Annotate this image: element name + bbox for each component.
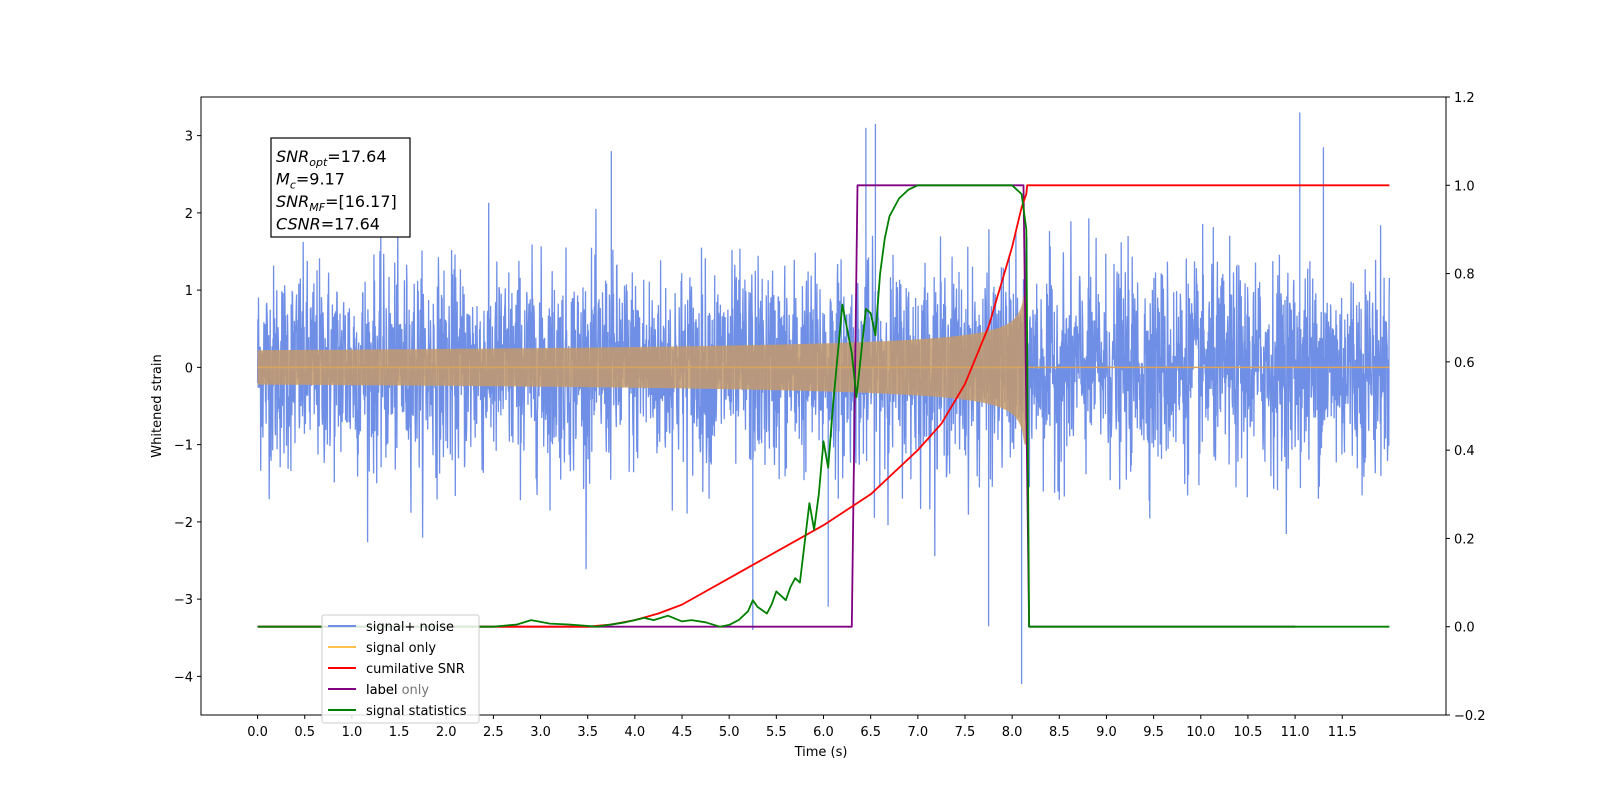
x-tick-label: 10.0 bbox=[1186, 725, 1215, 740]
y2-tick-label: 0.8 bbox=[1454, 268, 1475, 283]
y-tick-label: 1 bbox=[185, 284, 193, 299]
legend-label: signal statistics bbox=[366, 704, 467, 719]
annotation-line: SNRMF=[16.17] bbox=[276, 192, 397, 214]
y2-tick-label: 0.4 bbox=[1454, 444, 1475, 459]
x-tick-label: 9.0 bbox=[1096, 725, 1117, 740]
x-tick-label: 11.5 bbox=[1328, 725, 1357, 740]
signal-statistics-line bbox=[257, 184, 1390, 628]
x-tick-label: 0.5 bbox=[294, 725, 315, 740]
signal-only-series bbox=[257, 290, 1390, 445]
signal-noise-line bbox=[256, 112, 1391, 685]
x-tick-label: 4.5 bbox=[672, 725, 693, 740]
x-tick-label: 11.0 bbox=[1281, 725, 1310, 740]
y-tick-label: 3 bbox=[185, 130, 193, 145]
y2-tick-label: 1.2 bbox=[1454, 91, 1475, 106]
y-axis-right: 1.2 1.0 0.8 0.6 0.4 0.2 0.0 −0.2 bbox=[1446, 91, 1486, 724]
y2-tick-label: 0.2 bbox=[1454, 532, 1475, 547]
y-tick-label: −4 bbox=[174, 670, 193, 685]
y-tick-label: −1 bbox=[174, 439, 193, 454]
x-tick-label: 2.5 bbox=[483, 725, 504, 740]
legend-label: signal only bbox=[366, 641, 436, 656]
stats-annotation: SNRopt=17.64Mc=9.17SNRMF=[16.17]CSNR=17.… bbox=[270, 137, 411, 238]
x-tick-label: 1.5 bbox=[389, 725, 410, 740]
x-axis-label: Time (s) bbox=[794, 745, 848, 760]
annotation-frame bbox=[270, 137, 411, 238]
annotation-line: CSNR=17.64 bbox=[276, 215, 380, 234]
signal-noise-series bbox=[256, 112, 1391, 685]
y2-tick-label: 0.6 bbox=[1454, 356, 1475, 371]
annotation-line: Mc=9.17 bbox=[276, 170, 345, 192]
x-tick-label: 8.0 bbox=[1002, 725, 1023, 740]
y-axis-left: 3 2 1 0 −1 −2 −3 −4 bbox=[174, 130, 201, 685]
x-tick-label: 0.0 bbox=[247, 725, 268, 740]
y2-tick-label: 0.0 bbox=[1454, 621, 1475, 636]
x-tick-label: 3.0 bbox=[530, 725, 551, 740]
x-tick-label: 5.0 bbox=[719, 725, 740, 740]
x-tick-label: 10.5 bbox=[1233, 725, 1262, 740]
x-tick-label: 2.0 bbox=[436, 725, 457, 740]
annotation-line: SNRopt=17.64 bbox=[276, 147, 387, 169]
x-tick-label: 3.5 bbox=[577, 725, 598, 740]
y-tick-label: −3 bbox=[174, 593, 193, 608]
x-tick-label: 4.0 bbox=[625, 725, 646, 740]
x-tick-label: 8.5 bbox=[1049, 725, 1070, 740]
y-tick-label: 0 bbox=[185, 361, 193, 376]
x-tick-label: 9.5 bbox=[1143, 725, 1164, 740]
x-tick-label: 6.0 bbox=[813, 725, 834, 740]
y-tick-label: −2 bbox=[174, 516, 193, 531]
legend-label: cumilative SNR bbox=[366, 662, 465, 677]
x-tick-label: 7.5 bbox=[955, 725, 976, 740]
legend: label only signal+ noise signal only cumila… bbox=[321, 614, 480, 724]
y-axis-label: Whitened strain bbox=[150, 354, 165, 457]
legend-label: signal+ noise bbox=[366, 620, 454, 635]
legend-ghost-text: label only bbox=[366, 683, 429, 698]
right-axis-series bbox=[257, 184, 1390, 628]
y2-tick-label: −0.2 bbox=[1454, 709, 1486, 724]
x-tick-label: 6.5 bbox=[860, 725, 881, 740]
x-axis: 0.0 0.5 1.0 1.5 2.0 2.5 3.0 3.5 4.0 4.5 5.0 5.5 6.0 6… bbox=[247, 715, 1357, 740]
x-tick-label: 5.5 bbox=[766, 725, 787, 740]
y2-tick-label: 1.0 bbox=[1454, 179, 1475, 194]
x-tick-label: 7.0 bbox=[907, 725, 928, 740]
y-tick-label: 2 bbox=[185, 207, 193, 222]
legend-label: label bbox=[366, 683, 397, 698]
x-tick-label: 1.0 bbox=[342, 725, 363, 740]
legend-frame bbox=[321, 614, 480, 724]
